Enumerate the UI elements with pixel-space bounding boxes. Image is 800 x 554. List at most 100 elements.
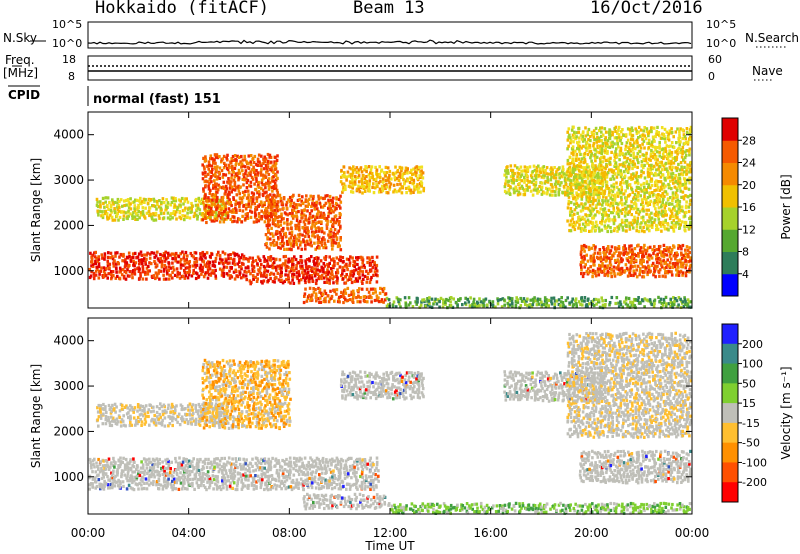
scatter-cell	[329, 219, 333, 224]
scatter-cell	[686, 252, 690, 256]
scatter-cell	[223, 217, 227, 221]
scatter-cell	[605, 186, 608, 190]
scatter-cell	[246, 216, 250, 220]
scatter-cell	[655, 253, 658, 257]
scatter-cell	[591, 162, 594, 166]
scatter-cell	[273, 160, 276, 164]
scatter-cell	[623, 155, 627, 159]
scatter-cell	[392, 183, 396, 187]
scatter-cell	[578, 144, 582, 148]
scatter-cell	[260, 274, 263, 278]
scatter-cell	[689, 263, 692, 267]
scatter-cell	[127, 209, 130, 213]
scatter-cell	[140, 202, 143, 206]
scatter-cell	[106, 276, 109, 280]
scatter-cell	[583, 296, 587, 300]
scatter-cell	[356, 270, 360, 274]
scatter-cell	[676, 182, 680, 186]
scatter-cell	[640, 198, 644, 202]
scatter-cell	[212, 184, 215, 188]
scatter-cell	[125, 203, 128, 207]
scatter-cell	[513, 164, 517, 168]
scatter-cell	[578, 173, 582, 178]
scatter-cell	[343, 171, 346, 175]
scatter-cell	[357, 187, 361, 191]
scatter-cell	[520, 173, 524, 177]
scatter-cell	[505, 175, 508, 179]
scatter-cell	[368, 189, 371, 193]
scatter-cell	[636, 194, 640, 198]
scatter-cell	[655, 248, 659, 252]
scatter-cell	[658, 146, 662, 150]
scatter-cell	[629, 153, 632, 157]
scatter-cell	[302, 213, 306, 217]
scatter-cell	[680, 253, 683, 257]
scatter-cell	[623, 244, 626, 248]
scatter-cell	[507, 304, 510, 309]
scatter-cell	[533, 185, 537, 189]
scatter-cell	[655, 260, 659, 264]
scatter-cell	[349, 270, 353, 274]
scatter-cell	[559, 300, 563, 304]
scatter-cell	[317, 262, 321, 266]
scatter-cell	[646, 196, 650, 200]
scatter-cell	[615, 249, 618, 253]
scatter-cell	[686, 142, 690, 146]
scatter-cell	[566, 206, 570, 210]
scatter-cell	[223, 209, 226, 214]
scatter-cell	[598, 263, 601, 267]
scatter-cell	[116, 205, 119, 209]
scatter-cell	[218, 198, 222, 202]
scatter-cell	[95, 203, 99, 207]
scatter-cell	[266, 227, 270, 231]
scatter-cell	[225, 272, 229, 276]
scatter-cell	[593, 247, 597, 251]
scatter-cell	[535, 303, 539, 307]
scatter-cell	[670, 273, 674, 277]
scatter-cell	[345, 175, 349, 179]
scatter-cell	[227, 190, 231, 194]
scatter-cell	[575, 135, 578, 139]
scatter-cell	[631, 133, 634, 137]
scatter-cell	[667, 132, 670, 136]
scatter-cell	[576, 173, 579, 177]
scatter-cell	[658, 150, 661, 154]
scatter-cell	[619, 302, 623, 307]
scatter-cell	[600, 152, 603, 156]
scatter-cell	[236, 217, 240, 221]
scatter-cell	[597, 192, 601, 196]
scatter-cell	[90, 270, 93, 274]
scatter-cell	[606, 229, 609, 234]
scatter-cell	[673, 208, 677, 212]
scatter-cell	[676, 149, 679, 153]
scatter-cell	[558, 172, 562, 176]
scatter-cell	[213, 193, 217, 197]
scatter-cell	[308, 293, 311, 297]
scatter-cell	[236, 220, 239, 224]
scatter-cell	[438, 305, 441, 309]
scatter-cell	[608, 261, 612, 265]
scatter-cell	[366, 300, 369, 304]
scatter-cell	[631, 250, 635, 254]
scatter-cell	[430, 297, 434, 301]
scatter-cell	[605, 142, 609, 146]
scatter-cell	[94, 480, 97, 484]
scatter-cell	[570, 147, 574, 151]
scatter-cell	[674, 179, 677, 184]
scatter-cell	[128, 270, 132, 274]
scatter-cell	[576, 146, 579, 151]
scatter-cell	[673, 176, 677, 180]
scatter-cell	[314, 247, 317, 251]
scatter-cell	[683, 165, 686, 169]
scatter-cell	[99, 205, 102, 209]
scatter-cell	[648, 215, 651, 219]
scatter-cell	[212, 186, 215, 190]
scatter-cell	[137, 252, 141, 256]
scatter-cell	[660, 168, 664, 172]
scatter-cell	[368, 294, 372, 298]
scatter-cell	[416, 177, 419, 181]
scatter-cell	[596, 171, 600, 175]
scatter-cell	[633, 141, 636, 145]
scatter-cell	[162, 273, 165, 277]
scatter-cell	[674, 130, 678, 134]
